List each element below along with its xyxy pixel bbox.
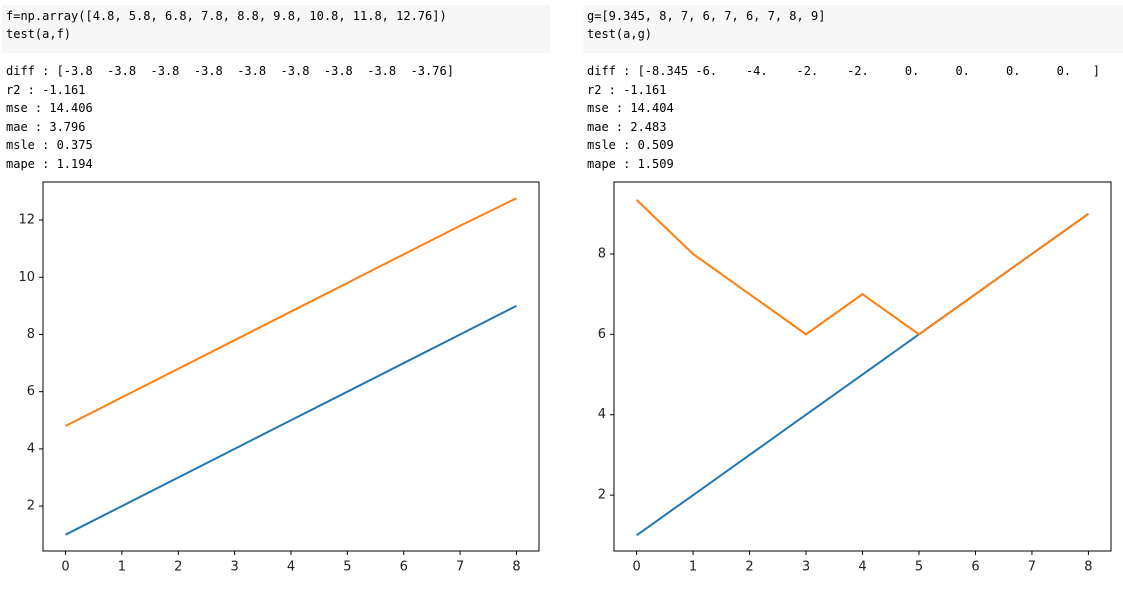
- x-tick-label: 0: [632, 560, 640, 575]
- code-line: test(a,g): [587, 27, 653, 41]
- code-line: f=np.array([4.8, 5.8, 6.8, 7.8, 8.8, 9.8…: [6, 9, 447, 23]
- output-line: msle : 0.375: [6, 138, 93, 152]
- x-tick-label: 3: [230, 560, 238, 575]
- code-line: g=[9.345, 8, 7, 6, 7, 6, 7, 8, 9]: [587, 9, 826, 23]
- output-line: diff : [-3.8 -3.8 -3.8 -3.8 -3.8 -3.8 -3…: [6, 64, 454, 78]
- line-series: [65, 197, 517, 427]
- x-tick-label: 4: [858, 560, 866, 575]
- x-tick-label: 2: [745, 560, 753, 575]
- y-tick-label: 4: [598, 407, 606, 422]
- line-series: [65, 304, 517, 536]
- y-tick-label: 8: [27, 327, 35, 342]
- output: diff : [-3.8 -3.8 -3.8 -3.8 -3.8 -3.8 -3…: [2, 62, 454, 173]
- output-line: mape : 1.509: [587, 156, 674, 171]
- x-tick-label: 7: [1028, 560, 1036, 575]
- x-tick-label: 5: [343, 560, 351, 575]
- output-line: r2 : -1.161: [6, 82, 86, 97]
- y-tick-label: 4: [27, 441, 35, 456]
- output: diff : [-8.345 -6. -4. -2. -2. 0. 0. 0. …: [583, 62, 1100, 173]
- x-tick-label: 2: [174, 560, 182, 575]
- x-tick-label: 3: [802, 560, 810, 575]
- output-line: msle : 0.509: [587, 138, 674, 152]
- output-line: r2 : -1.161: [587, 82, 667, 97]
- x-tick-label: 7: [456, 560, 464, 575]
- plot-frame: [42, 181, 540, 552]
- output-line: mae : 3.796: [6, 119, 86, 134]
- y-tick-label: 2: [598, 488, 606, 503]
- output-line: mae : 2.483: [587, 119, 667, 134]
- y-tick-label: 6: [598, 327, 606, 342]
- code-line: test(a,f): [6, 27, 72, 41]
- code-cell: g=[9.345, 8, 7, 6, 7, 6, 7, 8, 9] test(a,…: [583, 5, 1123, 53]
- x-tick-label: 1: [118, 560, 126, 575]
- x-tick-label: 0: [61, 560, 69, 575]
- code-cell: f=np.array([4.8, 5.8, 6.8, 7.8, 8.8, 9.8…: [2, 5, 550, 53]
- plot-frame: [613, 181, 1112, 552]
- x-tick-label: 1: [689, 560, 697, 575]
- x-tick-label: 6: [971, 560, 979, 575]
- x-tick-label: 6: [400, 560, 408, 575]
- y-tick-label: 6: [27, 384, 35, 399]
- x-tick-label: 5: [915, 560, 923, 575]
- x-tick-label: 4: [287, 560, 295, 575]
- chart: 0 1 2 3 4 5 6 7 8 2 4 6 8: [598, 181, 1112, 575]
- y-tick-label: 10: [18, 270, 35, 285]
- y-tick-label: 2: [27, 499, 35, 514]
- output-line: mse : 14.404: [587, 101, 674, 115]
- line-series: [635, 199, 1089, 336]
- x-tick-label: 8: [1084, 560, 1092, 575]
- output-line: mape : 1.194: [6, 156, 93, 171]
- output-line: mse : 14.406: [6, 101, 93, 115]
- x-tick-label: 8: [512, 560, 520, 575]
- output-line: diff : [-8.345 -6. -4. -2. -2. 0. 0. 0. …: [587, 64, 1100, 78]
- y-tick-label: 8: [598, 246, 606, 261]
- y-tick-label: 12: [18, 213, 35, 228]
